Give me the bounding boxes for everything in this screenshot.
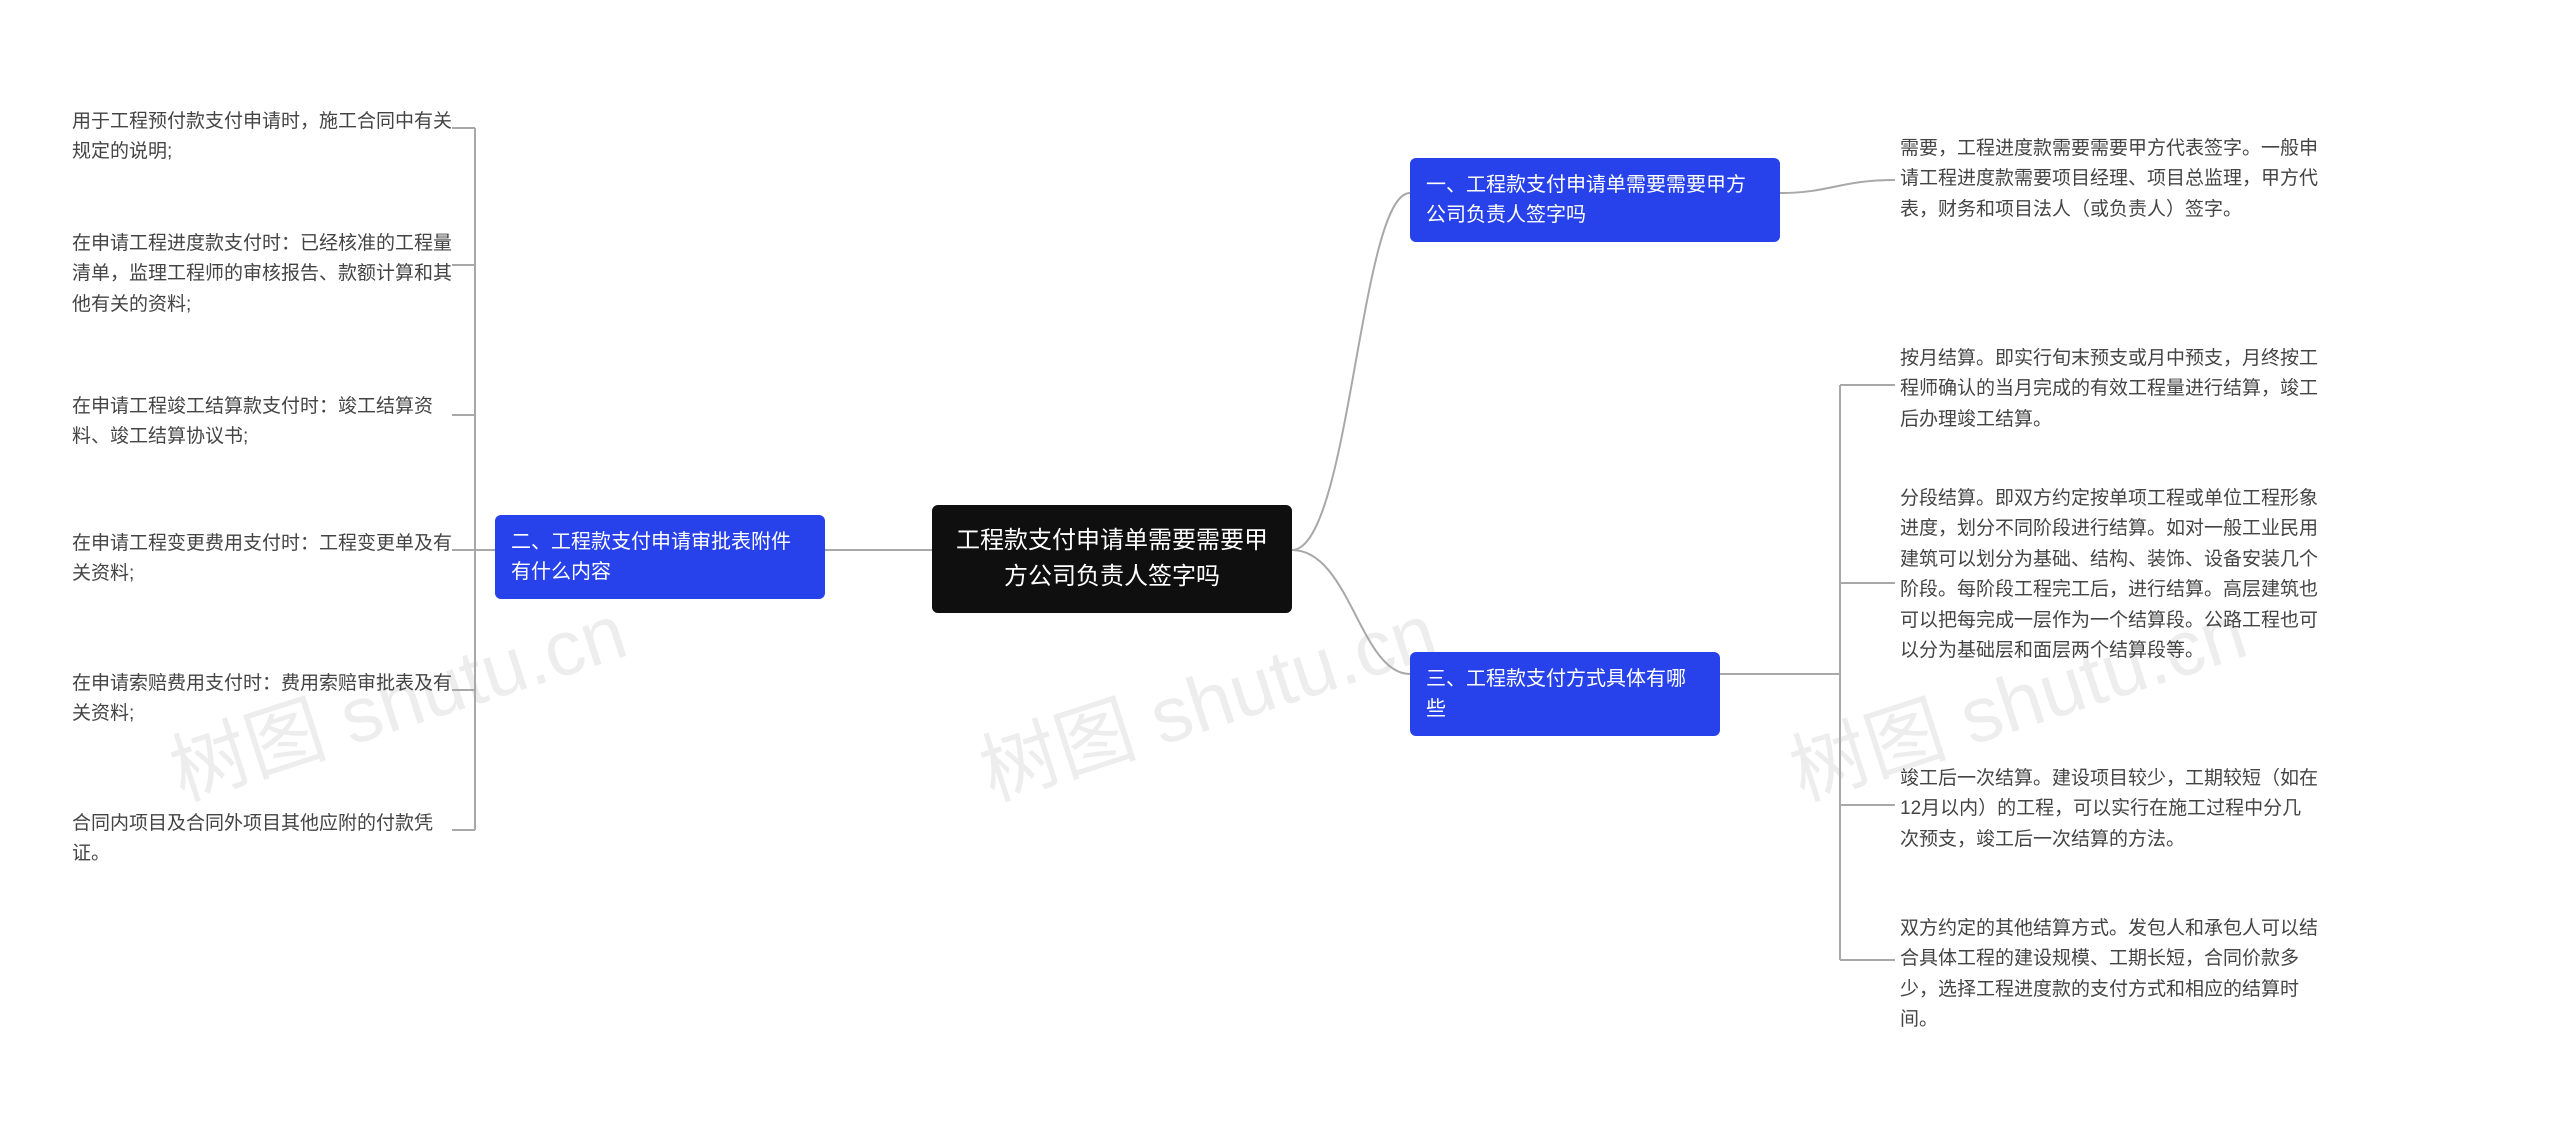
branch-node-3[interactable]: 三、工程款支付方式具体有哪些 [1410,652,1720,736]
leaf-node-2-1: 在申请工程进度款支付时：已经核准的工程量清单，监理工程师的审核报告、款额计算和其… [72,225,452,324]
leaf-node-3-0: 按月结算。即实行旬末预支或月中预支，月终按工程师确认的当月完成的有效工程量进行结… [1900,340,2320,439]
leaf-node-2-4: 在申请索赔费用支付时：费用索赔审批表及有关资料; [72,665,452,734]
leaf-node-3-2: 竣工后一次结算。建设项目较少，工期较短（如在12月以内）的工程，可以实行在施工过… [1900,760,2320,859]
branch-node-2[interactable]: 二、工程款支付申请审批表附件有什么内容 [495,515,825,599]
root-node[interactable]: 工程款支付申请单需要需要甲方公司负责人签字吗 [932,505,1292,613]
leaf-node-3-1: 分段结算。即双方约定按单项工程或单位工程形象进度，划分不同阶段进行结算。如对一般… [1900,480,2320,670]
branch-node-1[interactable]: 一、工程款支付申请单需要需要甲方公司负责人签字吗 [1410,158,1780,242]
leaf-node-3-3: 双方约定的其他结算方式。发包人和承包人可以结合具体工程的建设规模、工期长短，合同… [1900,910,2320,1040]
leaf-node-2-5: 合同内项目及合同外项目其他应附的付款凭证。 [72,805,452,874]
leaf-node-1-0: 需要，工程进度款需要需要甲方代表签字。一般申请工程进度款需要项目经理、项目总监理… [1900,130,2320,229]
leaf-node-2-3: 在申请工程变更费用支付时：工程变更单及有关资料; [72,525,452,594]
leaf-node-2-0: 用于工程预付款支付申请时，施工合同中有关规定的说明; [72,103,452,172]
leaf-node-2-2: 在申请工程竣工结算款支付时：竣工结算资料、竣工结算协议书; [72,388,452,457]
